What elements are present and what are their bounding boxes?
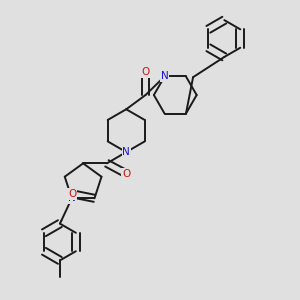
Text: O: O <box>122 169 130 179</box>
Text: O: O <box>68 189 76 199</box>
Text: N: N <box>161 71 168 82</box>
Text: O: O <box>141 67 150 77</box>
Text: N: N <box>122 147 130 157</box>
Text: N: N <box>68 193 76 203</box>
